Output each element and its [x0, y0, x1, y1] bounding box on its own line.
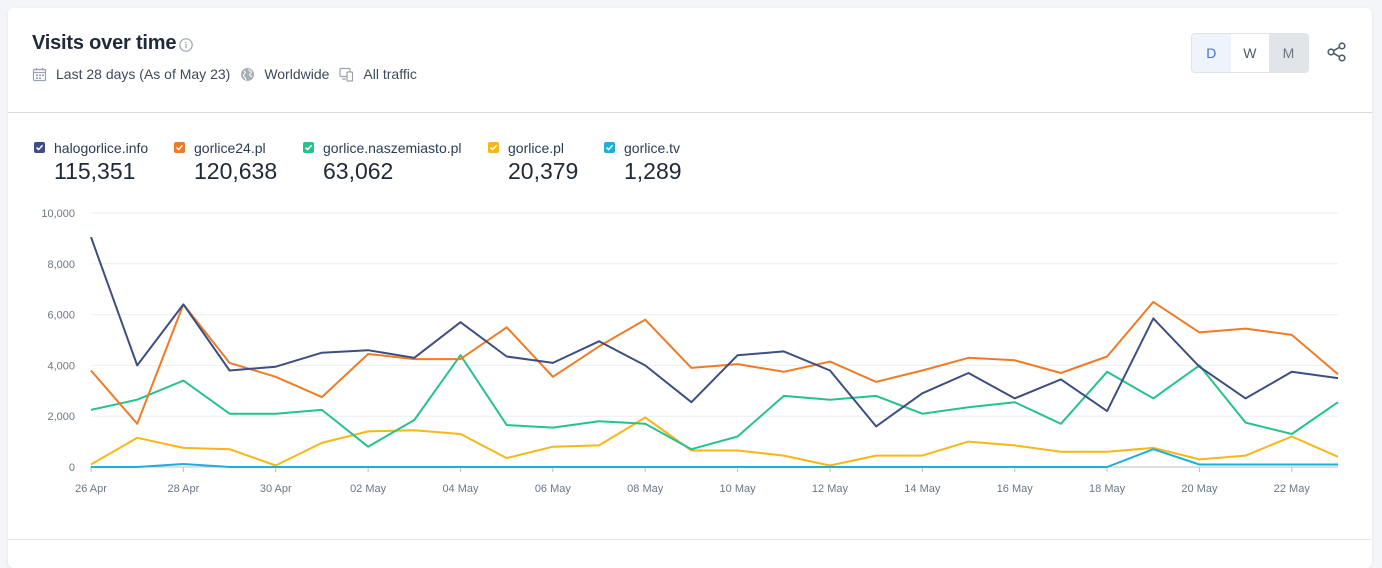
card-header: Visits over time Last 28 days (As of May… — [8, 8, 1372, 113]
y-tick-label: 2,000 — [47, 411, 75, 423]
visits-over-time-card: Visits over time Last 28 days (As of May… — [8, 8, 1372, 568]
y-tick-label: 8,000 — [47, 259, 75, 271]
x-tick-label: 02 May — [350, 483, 387, 495]
y-tick-label: 6,000 — [47, 310, 75, 322]
legend-label: halogorlice.info — [54, 140, 149, 156]
globe-icon — [241, 67, 255, 81]
checkbox-icon[interactable] — [604, 142, 615, 153]
x-tick-label: 08 May — [627, 483, 664, 495]
checkbox-icon[interactable] — [488, 142, 499, 153]
granularity-day-button[interactable]: D — [1192, 34, 1231, 72]
series-line-halogorlice-info — [90, 236, 1339, 428]
x-tick-label: 16 May — [997, 483, 1034, 495]
card-title: Visits over time — [32, 32, 177, 54]
legend-total: 20,379 — [508, 158, 579, 184]
checkbox-icon[interactable] — [34, 142, 45, 153]
region-label: Worldwide — [264, 66, 330, 82]
legend-label: gorlice.pl — [508, 140, 565, 156]
series-line-gorlice-tv — [91, 448, 1338, 468]
calendar-icon — [32, 67, 47, 81]
date-range-label: Last 28 days (As of May 23) — [56, 66, 231, 82]
legend-total: 120,638 — [194, 158, 278, 184]
visits-line-chart: 0 2,000 4,000 6,000 8,000 10,000 26 Apr 28 Apr 3… — [41, 208, 1339, 495]
x-tick-label: 06 May — [535, 483, 572, 495]
x-tick-label: 28 Apr — [167, 483, 199, 495]
x-tick-label: 14 May — [904, 483, 941, 495]
x-tick-label: 18 May — [1089, 483, 1126, 495]
legend-total: 115,351 — [54, 158, 136, 184]
x-tick-label: 30 Apr — [260, 483, 292, 495]
filter-summary: Last 28 days (As of May 23) Worldwide Al… — [32, 66, 427, 82]
x-tick-label: 12 May — [812, 483, 849, 495]
granularity-month-button[interactable]: M — [1269, 34, 1308, 72]
traffic-label: All traffic — [363, 66, 417, 82]
checkbox-icon[interactable] — [174, 142, 185, 153]
share-icon[interactable] — [1326, 41, 1348, 63]
legend-label: gorlice.tv — [624, 140, 681, 156]
series-line-gorlice24-pl — [90, 300, 1339, 425]
x-tick-label: 20 May — [1181, 483, 1218, 495]
checkbox-icon[interactable] — [303, 142, 314, 153]
x-tick-label: 04 May — [442, 483, 479, 495]
series-line-gorlice-pl — [90, 416, 1339, 467]
card-divider — [8, 539, 1372, 540]
y-tick-label: 10,000 — [41, 208, 75, 220]
x-tick-label: 26 Apr — [75, 483, 107, 495]
legend-total: 1,289 — [624, 158, 682, 184]
devices-icon — [339, 67, 354, 82]
legend-label: gorlice24.pl — [194, 140, 266, 156]
granularity-toggle: D W M — [1191, 33, 1309, 73]
granularity-week-button[interactable]: W — [1243, 45, 1257, 61]
y-tick-label: 4,000 — [47, 360, 75, 372]
info-icon[interactable] — [179, 38, 193, 52]
y-tick-label: 0 — [69, 462, 75, 474]
x-tick-label: 10 May — [720, 483, 757, 495]
x-tick-label: 22 May — [1274, 483, 1311, 495]
series-line-gorlice-naszemiasto-pl — [90, 354, 1339, 451]
legend-label: gorlice.naszemiasto.pl — [323, 140, 462, 156]
legend-total: 63,062 — [323, 158, 394, 184]
